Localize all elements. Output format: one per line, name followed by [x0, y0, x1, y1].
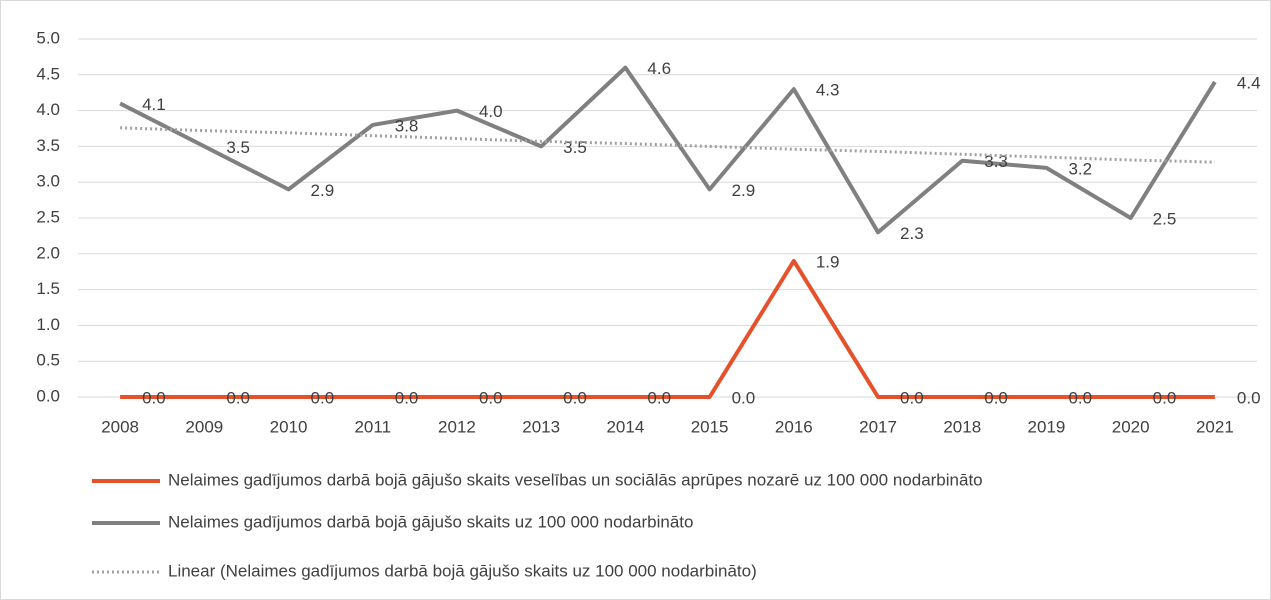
data-label: 3.2	[1068, 159, 1092, 178]
data-label: 0.0	[1068, 388, 1092, 407]
legend-label: Nelaimes gadījumos darbā bojā gājušo ska…	[168, 470, 983, 489]
data-label: 0.0	[984, 388, 1008, 407]
y-tick-label: 1.0	[36, 315, 60, 334]
x-tick-label: 2014	[606, 417, 644, 436]
series-line	[119, 65, 1217, 235]
data-label: 4.3	[816, 81, 840, 100]
series-line	[120, 258, 1215, 399]
y-tick-label: 0.0	[36, 386, 60, 405]
data-label: 0.0	[395, 388, 419, 407]
y-tick-label: 3.0	[36, 172, 60, 191]
legend-label: Nelaimes gadījumos darbā bojā gājušo ska…	[168, 512, 693, 531]
y-tick-label: 0.5	[36, 351, 60, 370]
data-label: 0.0	[1153, 388, 1177, 407]
data-label: 3.3	[984, 152, 1008, 171]
data-label: 0.0	[142, 388, 166, 407]
data-label: 3.5	[226, 138, 250, 157]
data-label: 4.0	[479, 102, 503, 121]
data-label: 0.0	[563, 388, 587, 407]
legend-label: Linear (Nelaimes gadījumos darbā bojā gā…	[168, 561, 757, 580]
data-label: 2.9	[732, 181, 756, 200]
x-tick-label: 2019	[1028, 417, 1066, 436]
data-label: 0.0	[900, 388, 924, 407]
data-label: 2.3	[900, 224, 924, 243]
y-tick-label: 2.5	[36, 207, 60, 226]
data-label: 0.0	[226, 388, 250, 407]
x-tick-label: 2015	[691, 417, 729, 436]
data-label: 4.1	[142, 95, 166, 114]
x-tick-label: 2009	[185, 417, 223, 436]
x-tick-label: 2017	[859, 417, 897, 436]
y-tick-label: 1.5	[36, 279, 60, 298]
data-label: 4.6	[647, 59, 671, 78]
x-tick-label: 2008	[101, 417, 139, 436]
x-tick-label: 2013	[522, 417, 560, 436]
x-tick-label: 2010	[270, 417, 308, 436]
y-tick-label: 4.0	[36, 100, 60, 119]
data-label: 0.0	[1237, 388, 1261, 407]
data-label: 0.0	[732, 388, 756, 407]
x-tick-label: 2011	[354, 417, 391, 436]
x-tick-label: 2018	[943, 417, 981, 436]
data-label: 4.4	[1237, 73, 1261, 92]
data-label: 0.0	[311, 388, 335, 407]
x-tick-label: 2012	[438, 417, 476, 436]
y-tick-label: 2.0	[36, 243, 60, 262]
data-label: 1.9	[816, 252, 840, 271]
y-tick-label: 3.5	[36, 136, 60, 155]
data-label: 2.9	[311, 181, 335, 200]
data-label: 0.0	[479, 388, 503, 407]
data-label: 3.8	[395, 116, 419, 135]
y-tick-label: 4.5	[36, 64, 60, 83]
x-tick-label: 2020	[1112, 417, 1150, 436]
data-label: 2.5	[1153, 209, 1177, 228]
x-tick-label: 2016	[775, 417, 813, 436]
y-tick-label: 5.0	[36, 28, 60, 47]
x-tick-label: 2021	[1196, 417, 1234, 436]
data-label: 0.0	[647, 388, 671, 407]
